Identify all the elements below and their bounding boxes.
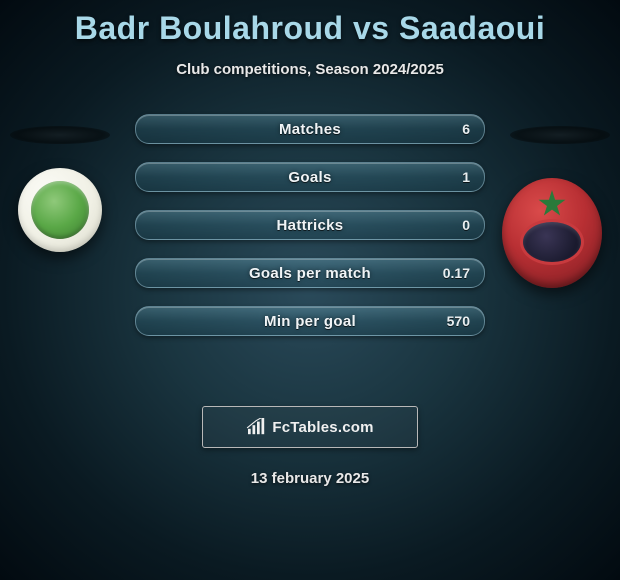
stat-bar-goals: Goals 1 <box>135 162 485 192</box>
club-badge-left <box>18 168 102 252</box>
stat-label: Goals per match <box>249 265 371 282</box>
stat-bar-goals-per-match: Goals per match 0.17 <box>135 258 485 288</box>
bar-chart-icon <box>246 418 268 436</box>
stat-value: 0 <box>462 217 470 233</box>
page-subtitle: Club competitions, Season 2024/2025 <box>0 61 620 78</box>
stat-bar-hattricks: Hattricks 0 <box>135 210 485 240</box>
stat-value: 570 <box>447 313 470 329</box>
stat-label: Min per goal <box>264 313 356 330</box>
branding-box: FcTables.com <box>202 406 418 448</box>
stat-bars: Matches 6 Goals 1 Hattricks 0 Goals per … <box>135 114 485 354</box>
badge-shadow-right <box>510 126 610 144</box>
stat-value: 6 <box>462 121 470 137</box>
stat-bar-min-per-goal: Min per goal 570 <box>135 306 485 336</box>
club-badge-right <box>502 178 602 288</box>
stat-value: 0.17 <box>443 265 470 281</box>
badge-shadow-left <box>10 126 110 144</box>
brand-text: FcTables.com <box>272 419 373 436</box>
stat-label: Goals <box>288 169 331 186</box>
stat-label: Hattricks <box>277 217 344 234</box>
page-title: Badr Boulahroud vs Saadaoui <box>0 10 620 47</box>
stat-label: Matches <box>279 121 341 138</box>
comparison-panel: Matches 6 Goals 1 Hattricks 0 Goals per … <box>0 106 620 386</box>
stat-value: 1 <box>462 169 470 185</box>
footer-date: 13 february 2025 <box>0 470 620 487</box>
stat-bar-matches: Matches 6 <box>135 114 485 144</box>
